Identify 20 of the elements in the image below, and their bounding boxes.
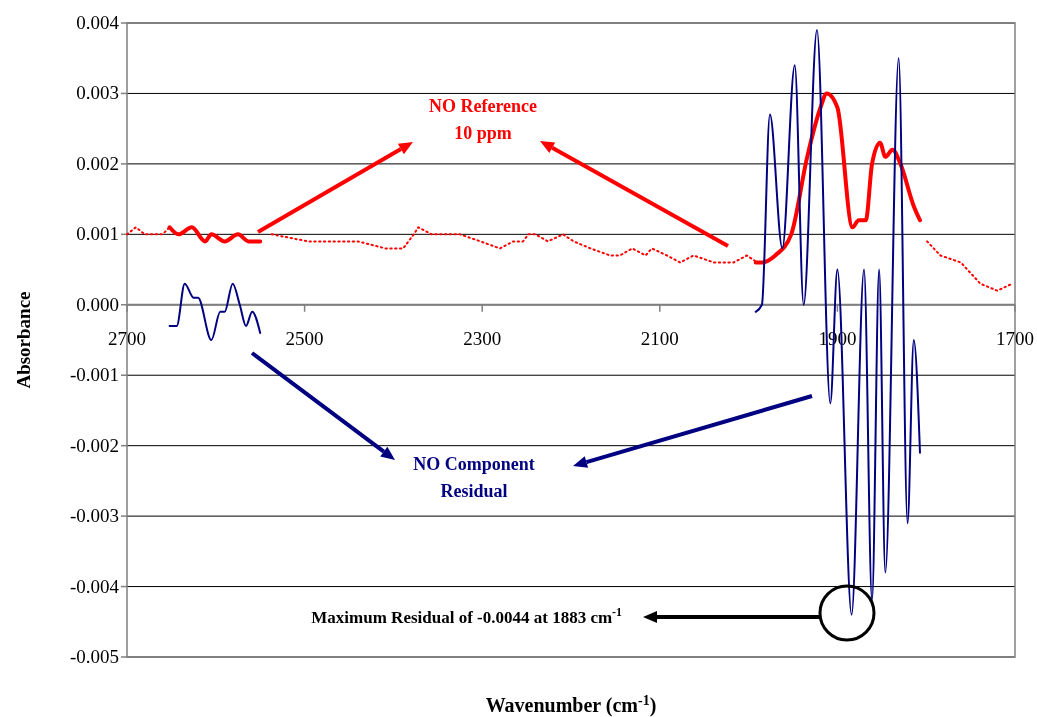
y-axis-title: Absorbance — [13, 291, 34, 389]
x-axis-title: Wavenumber (cm$^{-1}$) — [485, 692, 657, 717]
x-tick-label: 2300 — [463, 327, 502, 349]
x-tick-label: 2700 — [108, 327, 146, 349]
y-tick-label: -0.003 — [69, 505, 119, 527]
y-tick-label: -0.001 — [69, 364, 119, 386]
x-tick-label: 2500 — [285, 327, 324, 349]
y-tick-label: 0.001 — [76, 223, 119, 245]
y-tick-label: 0.002 — [76, 152, 119, 174]
y-tick-label: -0.002 — [69, 434, 119, 456]
y-tick-label: -0.005 — [69, 646, 119, 667]
annotation: Maximum Residual of -0.0044 at 1883 cm$^{-1}$ — [311, 605, 623, 627]
annotation: NO Component Residual — [413, 454, 535, 501]
y-tick-label: 0.003 — [76, 82, 119, 104]
x-tick-label: 1700 — [996, 327, 1034, 349]
x-tick-label: 2100 — [640, 327, 679, 349]
annotation: NO Reference 10 ppm — [428, 96, 538, 143]
y-tick-label: -0.004 — [69, 575, 120, 597]
y-tick-label: 0.004 — [76, 12, 120, 33]
y-tick-label: 0.000 — [76, 293, 119, 315]
